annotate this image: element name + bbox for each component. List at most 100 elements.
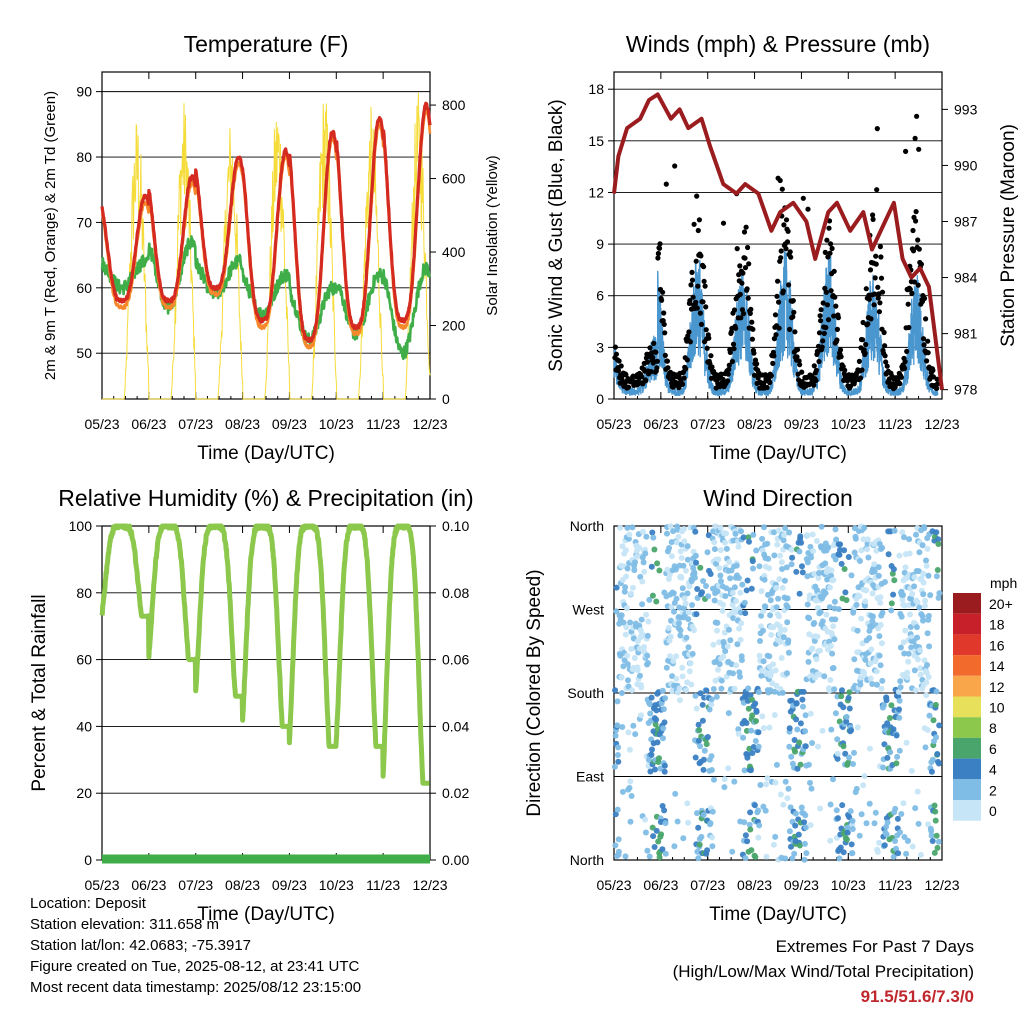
direction-point (901, 569, 908, 576)
direction-point (759, 713, 766, 720)
direction-point (676, 697, 683, 704)
direction-point (804, 601, 811, 608)
direction-point (801, 856, 808, 863)
direction-point (848, 841, 855, 848)
direction-point (810, 548, 817, 555)
x-axis-label: Time (Day/UTC) (197, 443, 335, 464)
colorbar-label: 16 (989, 637, 1005, 653)
direction-point (665, 576, 672, 582)
direction-point (805, 761, 812, 768)
direction-point (666, 571, 673, 578)
gust-point (787, 326, 793, 332)
direction-point (819, 727, 826, 734)
direction-point (614, 698, 621, 705)
x-tick-label: 10/23 (831, 416, 866, 432)
direction-point (628, 793, 635, 799)
direction-point (792, 810, 799, 817)
direction-point (936, 722, 943, 729)
direction-point (906, 611, 913, 618)
direction-point (928, 828, 935, 834)
direction-point (830, 623, 837, 630)
direction-point (629, 524, 636, 531)
direction-point (935, 541, 942, 547)
direction-point (897, 829, 903, 836)
direction-point (796, 590, 803, 597)
direction-point (729, 589, 736, 596)
direction-point (911, 583, 918, 590)
gust-point (654, 365, 660, 371)
direction-point (936, 590, 943, 597)
relative-humidity-line (99, 523, 432, 786)
direction-point (760, 627, 766, 634)
y-tick-label: 80 (76, 585, 92, 601)
gust-point (859, 367, 865, 373)
direction-point (748, 847, 755, 854)
gust-point (898, 374, 905, 380)
direction-point (831, 686, 838, 693)
direction-point (929, 756, 936, 763)
direction-point (743, 727, 750, 734)
direction-point (611, 763, 618, 770)
direction-point (737, 609, 744, 616)
direction-point (887, 749, 894, 756)
direction-point (923, 692, 930, 699)
direction-point (661, 719, 668, 726)
direction-point (718, 685, 725, 692)
direction-point (762, 807, 769, 814)
direction-point (738, 657, 745, 664)
direction-point (845, 759, 852, 766)
direction-point (901, 534, 907, 541)
colorbar-swatch (953, 593, 981, 614)
direction-point (737, 589, 744, 596)
direction-point (742, 832, 749, 839)
gust-point (727, 349, 733, 355)
direction-point (909, 843, 916, 850)
direction-point (629, 584, 636, 591)
direction-point (695, 721, 702, 728)
direction-point (668, 553, 675, 560)
direction-point (684, 543, 691, 550)
direction-point (644, 652, 651, 659)
direction-point (901, 834, 908, 840)
direction-point (684, 800, 691, 807)
direction-point (777, 791, 784, 798)
gust-point (816, 358, 822, 365)
direction-point (786, 725, 793, 732)
direction-point (757, 782, 764, 788)
direction-point (694, 810, 700, 817)
gust-point (751, 372, 758, 378)
direction-point (749, 712, 756, 719)
direction-point (649, 529, 656, 536)
direction-point (785, 637, 792, 644)
direction-point (837, 541, 844, 548)
direction-point (693, 559, 700, 566)
direction-point (709, 843, 716, 850)
direction-point (705, 593, 712, 600)
gust-point (935, 381, 941, 387)
direction-point (904, 669, 911, 676)
gust-point (820, 338, 826, 344)
gust-point (868, 316, 874, 322)
direction-point (791, 850, 798, 857)
direction-point (869, 618, 876, 625)
gust-point (912, 135, 918, 141)
y-tick-label: 80 (76, 149, 92, 165)
direction-point (732, 530, 739, 537)
y2-tick-label: 0.08 (442, 585, 469, 601)
direction-point (649, 592, 656, 599)
direction-point (834, 750, 841, 757)
direction-point (764, 775, 771, 782)
direction-point (925, 572, 932, 579)
direction-point (641, 568, 648, 575)
direction-point (615, 836, 622, 843)
gust-point (828, 288, 834, 294)
direction-point (622, 547, 629, 554)
direction-point (677, 632, 684, 639)
direction-point (933, 573, 940, 580)
gust-point (875, 284, 881, 290)
gust-point (873, 261, 879, 267)
direction-point (667, 653, 673, 660)
gust-point (761, 380, 767, 386)
direction-point (800, 688, 807, 695)
direction-point (671, 608, 677, 615)
